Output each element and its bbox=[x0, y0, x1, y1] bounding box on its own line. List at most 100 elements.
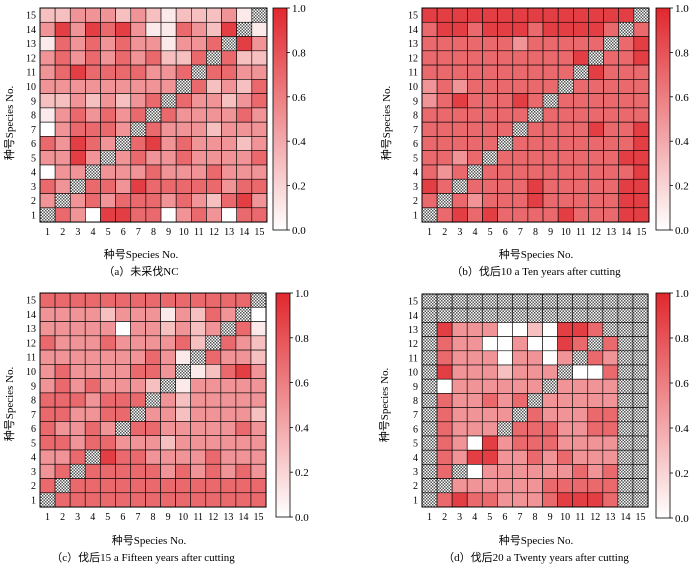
cell-c-9-4 bbox=[84, 378, 101, 394]
cell-c-4-12 bbox=[205, 449, 222, 465]
x-tick-a-3: 3 bbox=[75, 227, 80, 238]
cell-a-4-11 bbox=[191, 164, 207, 180]
cell-c-1-4 bbox=[84, 492, 101, 508]
cell-c-14-7 bbox=[130, 306, 146, 322]
cell-c-1-11 bbox=[190, 492, 207, 508]
cell-b-10-14 bbox=[618, 79, 635, 94]
cell-a-3-11 bbox=[191, 178, 207, 194]
cell-a-1-11 bbox=[191, 207, 207, 223]
cell-d-11-1 bbox=[421, 350, 438, 366]
matrix-frame-d bbox=[421, 293, 649, 508]
cell-b-6-10 bbox=[557, 136, 574, 151]
cell-d-1-7 bbox=[512, 492, 528, 508]
cell-a-4-13 bbox=[221, 164, 237, 180]
cell-b-5-1 bbox=[421, 150, 438, 166]
cell-d-4-7 bbox=[512, 449, 528, 465]
cell-d-7-3 bbox=[451, 407, 468, 423]
cell-d-6-6 bbox=[497, 421, 513, 437]
cell-b-10-3 bbox=[451, 79, 468, 94]
cell-b-11-8 bbox=[527, 64, 544, 80]
y-tick-d-12: 12 bbox=[408, 339, 418, 350]
cell-c-15-11 bbox=[190, 292, 207, 308]
cell-d-8-3 bbox=[451, 393, 468, 408]
cell-d-7-15 bbox=[632, 407, 649, 423]
cell-b-4-4 bbox=[467, 164, 483, 180]
cell-d-11-2 bbox=[436, 350, 453, 366]
cell-b-6-2 bbox=[436, 136, 453, 151]
cell-b-13-15 bbox=[633, 36, 650, 52]
cell-a-4-5 bbox=[100, 164, 116, 180]
cell-d-3-7 bbox=[512, 464, 528, 479]
x-tick-c-11: 11 bbox=[193, 512, 203, 523]
y-tick-c-11: 11 bbox=[26, 353, 36, 364]
y-tick-d-4: 4 bbox=[413, 453, 418, 464]
y-tick-a-15: 15 bbox=[26, 11, 36, 22]
cell-a-4-4 bbox=[85, 164, 101, 180]
cell-c-11-2 bbox=[54, 349, 71, 365]
cell-b-9-5 bbox=[482, 93, 498, 109]
cell-a-1-3 bbox=[69, 207, 86, 223]
cell-c-12-13 bbox=[220, 335, 237, 351]
colorbar-tick-c-0.4: 0.4 bbox=[295, 422, 309, 434]
y-tick-a-11: 11 bbox=[26, 68, 36, 79]
cell-d-12-15 bbox=[632, 336, 649, 352]
cell-b-12-2 bbox=[436, 50, 453, 66]
cell-c-12-8 bbox=[145, 335, 161, 351]
cell-b-15-11 bbox=[572, 7, 589, 23]
cell-c-13-2 bbox=[54, 321, 71, 337]
cell-a-7-1 bbox=[39, 121, 56, 137]
cell-b-11-12 bbox=[588, 64, 604, 80]
cell-b-12-15 bbox=[633, 50, 650, 66]
cell-d-4-14 bbox=[617, 449, 634, 465]
cell-c-1-10 bbox=[175, 492, 192, 508]
cell-d-3-13 bbox=[602, 464, 619, 479]
cell-d-4-4 bbox=[466, 449, 483, 465]
cell-b-10-11 bbox=[572, 79, 589, 94]
cell-c-3-1 bbox=[39, 463, 56, 479]
cell-c-4-9 bbox=[160, 449, 176, 465]
cell-c-2-12 bbox=[205, 478, 222, 494]
x-tick-d-9: 9 bbox=[548, 512, 553, 523]
cell-b-6-3 bbox=[451, 136, 468, 151]
cell-c-9-14 bbox=[235, 378, 252, 394]
cell-d-15-13 bbox=[602, 293, 619, 309]
y-axis-label-b: 种号Species No. bbox=[379, 85, 393, 160]
cell-b-1-9 bbox=[542, 207, 559, 223]
cell-a-2-14 bbox=[236, 193, 253, 209]
x-tick-d-4: 4 bbox=[472, 512, 477, 523]
cell-d-8-13 bbox=[602, 393, 619, 408]
x-tick-b-13: 13 bbox=[606, 227, 616, 238]
cell-c-10-6 bbox=[115, 364, 131, 379]
cell-c-8-13 bbox=[220, 392, 237, 408]
cell-d-5-3 bbox=[451, 435, 468, 451]
cell-b-14-9 bbox=[542, 21, 559, 37]
cell-a-10-12 bbox=[206, 79, 222, 94]
cell-a-14-14 bbox=[236, 21, 253, 37]
cell-d-6-1 bbox=[421, 421, 438, 437]
cell-d-5-13 bbox=[602, 435, 619, 451]
cell-b-15-8 bbox=[527, 7, 544, 23]
cell-b-9-13 bbox=[603, 93, 619, 109]
cell-a-14-8 bbox=[145, 21, 162, 37]
cell-c-6-11 bbox=[190, 421, 207, 436]
cell-b-11-5 bbox=[482, 64, 498, 80]
cell-a-4-7 bbox=[130, 164, 147, 180]
cell-a-9-11 bbox=[191, 93, 207, 109]
cell-d-10-15 bbox=[632, 364, 649, 380]
cell-a-4-14 bbox=[236, 164, 253, 180]
cell-c-5-11 bbox=[190, 435, 207, 451]
y-tick-b-1: 1 bbox=[413, 210, 418, 221]
cell-a-11-1 bbox=[39, 64, 56, 80]
cell-c-13-12 bbox=[205, 321, 222, 337]
cell-c-15-9 bbox=[160, 292, 176, 308]
x-axis-label-c: 种号Species No. bbox=[112, 533, 187, 547]
cell-a-3-3 bbox=[69, 178, 86, 194]
cell-c-11-6 bbox=[115, 349, 131, 365]
cell-b-4-15 bbox=[633, 164, 650, 180]
cell-b-4-3 bbox=[451, 164, 468, 180]
cell-d-8-8 bbox=[527, 393, 543, 408]
